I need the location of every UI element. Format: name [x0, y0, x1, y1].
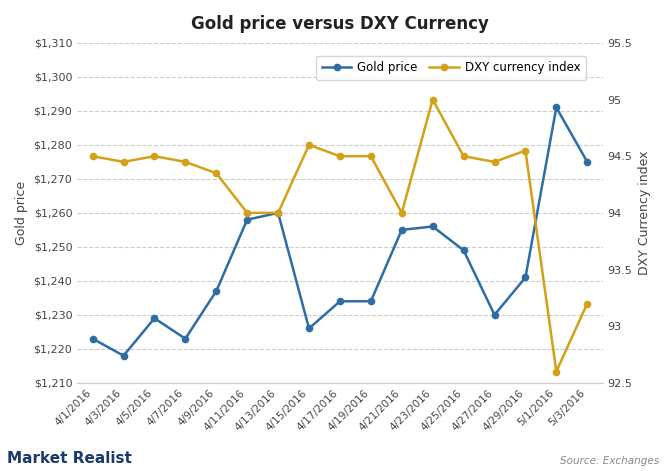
Legend: Gold price, DXY currency index: Gold price, DXY currency index	[316, 56, 586, 81]
Y-axis label: DXY Currency index: DXY Currency index	[638, 151, 651, 275]
Y-axis label: Gold price: Gold price	[15, 181, 28, 245]
Text: Source: Exchanges: Source: Exchanges	[560, 456, 659, 466]
Text: Market Realist: Market Realist	[7, 451, 131, 466]
Title: Gold price versus DXY Currency: Gold price versus DXY Currency	[191, 15, 489, 33]
